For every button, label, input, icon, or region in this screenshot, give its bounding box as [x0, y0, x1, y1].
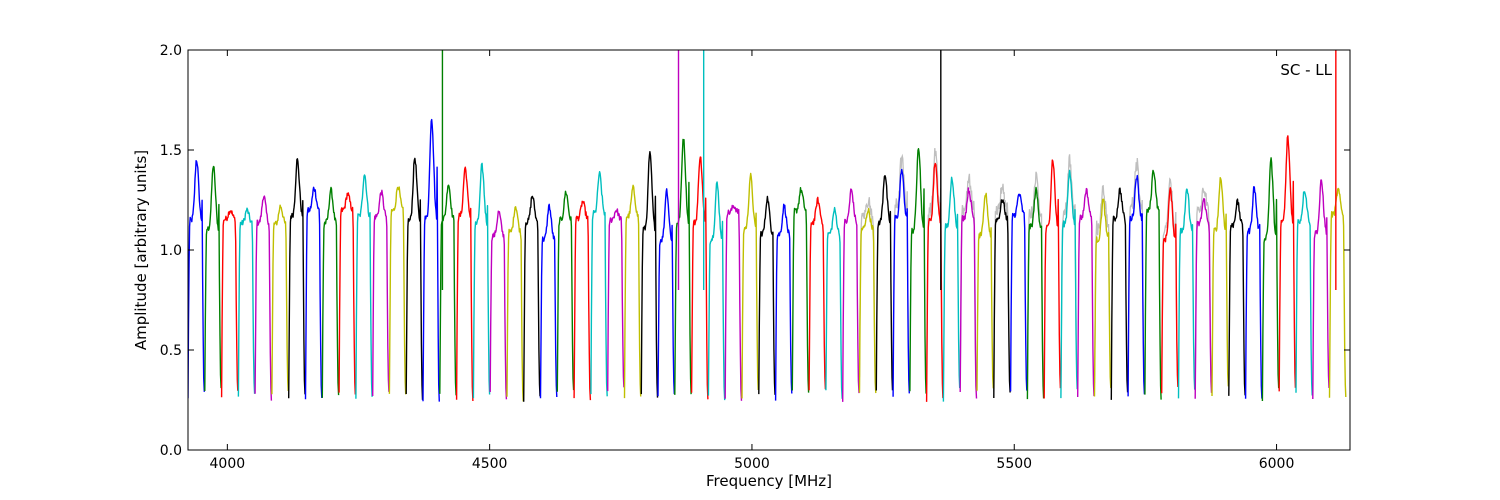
- spectral-window-line: [909, 148, 927, 394]
- spectral-window-line: [825, 206, 843, 399]
- spectral-window-line: [808, 196, 827, 391]
- spike-layer: [441, 50, 1337, 290]
- spectral-window-line: [1177, 188, 1196, 399]
- spectral-window-line: [405, 157, 424, 400]
- spectral-window-line: [254, 195, 273, 401]
- spectral-window-line: [758, 195, 776, 395]
- annotation-label: SC - LL: [1280, 61, 1332, 79]
- spectral-window-line: [321, 186, 340, 398]
- series-layer: [188, 118, 1347, 402]
- spectral-window-line: [607, 208, 625, 392]
- spectral-window-line: [590, 171, 608, 397]
- spectral-window-line: [623, 184, 642, 399]
- x-tick-label: 5000: [734, 456, 770, 472]
- spectral-window-line: [288, 158, 306, 399]
- y-tick-label: 2.0: [160, 43, 182, 59]
- spectral-window-line: [1026, 186, 1045, 400]
- spectral-window-line: [1060, 169, 1078, 399]
- spectral-window-line: [1312, 179, 1330, 400]
- spectral-window-line: [237, 207, 256, 397]
- background-series-line: [1026, 171, 1045, 392]
- spectral-window-line: [489, 210, 508, 400]
- background-series-line: [993, 183, 1011, 392]
- y-tick-label: 0.5: [160, 343, 182, 359]
- spectral-window-line: [690, 156, 709, 400]
- spectral-window-line: [674, 138, 692, 395]
- plot-background: [188, 50, 1350, 450]
- spectral-window-line: [338, 192, 356, 395]
- x-axis-label: Frequency [MHz]: [706, 472, 832, 490]
- spectral-window-line: [1144, 169, 1162, 400]
- spectral-window-line: [1194, 197, 1213, 399]
- spectral-window-line: [858, 207, 877, 394]
- spectral-window-line: [1228, 198, 1246, 396]
- y-tick-label: 0.0: [160, 443, 182, 459]
- spectral-window-line: [472, 162, 491, 399]
- spectral-window-line: [1328, 187, 1347, 398]
- y-axis-label: Amplitude [arbitrary units]: [132, 150, 150, 350]
- spectral-window-line: [1295, 191, 1313, 396]
- y-axis-ticks: 0.0 0.5 1.0 1.5 2.0: [160, 43, 1350, 459]
- spectral-window-line: [355, 174, 373, 399]
- spectral-window-line: [1110, 187, 1129, 400]
- spectral-window-line: [791, 187, 810, 393]
- spectral-window-line: [657, 188, 675, 397]
- spectral-window-line: [1043, 159, 1062, 399]
- spectral-window-line: [506, 206, 524, 402]
- spectral-window-line: [1009, 193, 1028, 392]
- x-axis-ticks: 4000 4500 5000 5500 6000: [210, 50, 1295, 472]
- spectral-window-line: [1093, 198, 1112, 397]
- background-series-line: [959, 173, 978, 392]
- spectral-window-line: [1261, 157, 1280, 402]
- spectral-window-line: [523, 195, 541, 402]
- spectral-window-line: [942, 176, 961, 402]
- spectral-window-line: [539, 203, 558, 399]
- spectral-window-line: [774, 203, 793, 401]
- spectral-window-line: [842, 188, 860, 402]
- spectral-window-line: [640, 151, 659, 398]
- spectral-window-line: [1278, 135, 1297, 392]
- spectral-window-line: [204, 165, 222, 392]
- spectral-window-line: [455, 166, 474, 402]
- spectral-window-line: [304, 186, 323, 400]
- spectral-window-line: [1211, 177, 1229, 397]
- x-tick-label: 6000: [1259, 456, 1295, 472]
- spectral-window-line: [271, 204, 289, 395]
- y-tick-label: 1.5: [160, 143, 182, 159]
- spectral-window-line: [372, 189, 390, 397]
- spectral-window-line: [388, 186, 407, 395]
- x-tick-label: 4500: [472, 456, 508, 472]
- spectral-window-line: [188, 160, 205, 399]
- spectral-window-line: [1127, 174, 1146, 397]
- spectral-window-line: [741, 172, 759, 399]
- spectral-window-line: [875, 175, 894, 391]
- spectral-window-line: [1077, 187, 1095, 398]
- spectral-window-line: [959, 187, 978, 399]
- x-tick-label: 5500: [996, 456, 1032, 472]
- spectral-window-line: [707, 181, 726, 401]
- background-series-line: [892, 153, 910, 388]
- spectral-window-line: [1161, 187, 1179, 394]
- spectral-window-line: [1244, 186, 1263, 399]
- x-tick-label: 4000: [210, 456, 246, 472]
- spectral-window-line: [892, 168, 910, 397]
- spectral-window-line: [724, 204, 743, 401]
- y-tick-label: 1.0: [160, 243, 182, 259]
- background-series-line: [1127, 157, 1146, 386]
- spectral-window-line: [220, 210, 239, 398]
- background-series-line: [858, 197, 877, 388]
- background-series-line: [1194, 187, 1213, 392]
- background-series-line: [1093, 184, 1112, 384]
- spectral-window-line: [573, 200, 592, 401]
- spectral-window-line: [993, 199, 1011, 399]
- spectral-window-line: [556, 190, 575, 392]
- spectral-window-line: [422, 118, 440, 402]
- spectral-window-line: [976, 192, 994, 391]
